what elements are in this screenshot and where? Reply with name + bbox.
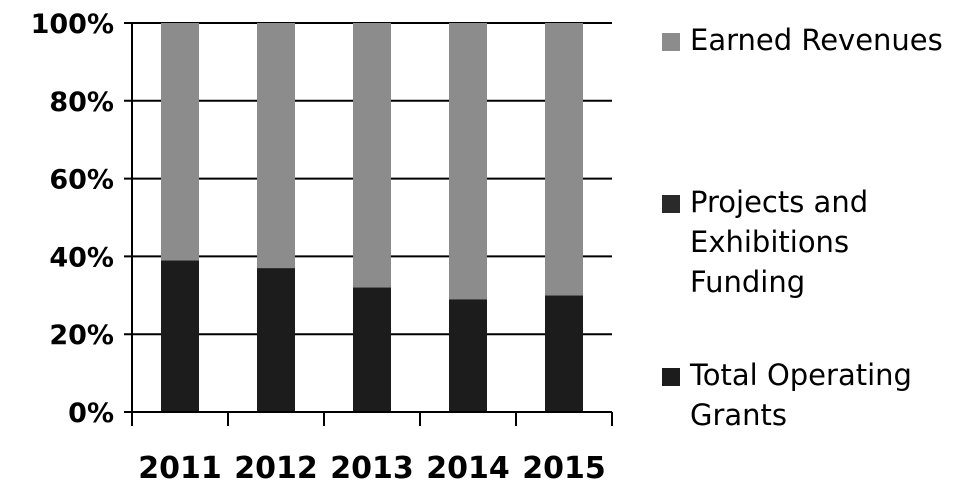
bar-segment [353, 287, 391, 412]
legend: Earned Revenues Projects and Exhibitions… [662, 0, 974, 485]
x-tick-label: 2013 [330, 451, 414, 485]
bar-segment [353, 23, 391, 288]
bar-segment [449, 299, 487, 412]
y-tick-label: 0% [68, 398, 114, 429]
y-tick-label: 100% [31, 9, 114, 40]
legend-label-total-operating-grants: Total Operating Grants [690, 358, 912, 432]
x-tick-label: 2012 [234, 451, 318, 485]
bar-segment [449, 23, 487, 300]
y-tick-label: 40% [49, 242, 114, 273]
bar-segment [545, 295, 583, 412]
legend-swatch-earned-revenues [662, 33, 680, 51]
legend-item-projects-exhibitions: Projects and Exhibitions Funding [662, 182, 950, 302]
bar-segment [545, 23, 583, 296]
bar-segment [257, 268, 295, 412]
legend-item-earned-revenues: Earned Revenues [662, 20, 950, 60]
legend-label-earned-revenues: Earned Revenues [690, 23, 943, 57]
y-tick-label: 60% [49, 165, 114, 196]
bars [161, 23, 583, 412]
bar-segment [257, 23, 295, 269]
legend-swatch-projects-exhibitions [662, 195, 680, 213]
y-tick-label: 20% [49, 320, 114, 351]
x-tick-label: 2015 [522, 451, 606, 485]
x-tick-label: 2011 [138, 451, 222, 485]
y-tick-labels: 0% 20% 40% 60% 80% 100% [31, 9, 114, 429]
legend-label-projects-exhibitions: Projects and Exhibitions Funding [690, 185, 869, 299]
x-tick-labels: 2011 2012 2013 2014 2015 [138, 451, 606, 485]
bar-segment [161, 260, 199, 412]
legend-item-total-operating-grants: Total Operating Grants [662, 355, 950, 435]
x-tick-label: 2014 [426, 451, 510, 485]
bar-segment [161, 23, 199, 261]
y-tick-label: 80% [49, 87, 114, 118]
axes [131, 23, 613, 426]
legend-swatch-total-operating-grants [662, 368, 680, 386]
